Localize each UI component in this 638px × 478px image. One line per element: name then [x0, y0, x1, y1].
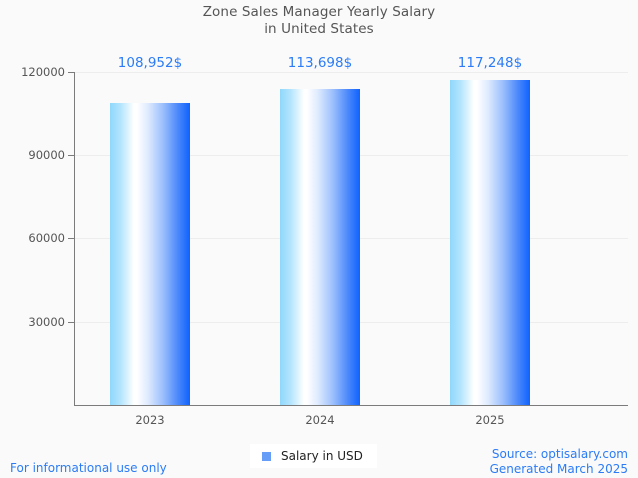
bar-2025[interactable]	[450, 80, 530, 405]
chart-title-line-2: in United States	[264, 21, 374, 37]
x-axis-line	[75, 405, 628, 406]
chart-title: Zone Sales Manager Yearly Salary in Unit…	[0, 4, 638, 38]
x-tick-label-2025: 2025	[475, 413, 505, 427]
source-text: Source: optisalary.com	[491, 447, 628, 461]
y-tick-mark-120000	[68, 72, 75, 73]
y-tick-label-120000: 120000	[21, 65, 65, 79]
y-tick-mark-90000	[68, 155, 75, 156]
bar-2024[interactable]	[280, 89, 360, 405]
y-tick-label-30000: 30000	[28, 315, 65, 329]
x-tick-label-2024: 2024	[305, 413, 335, 427]
legend-swatch-icon	[262, 451, 271, 461]
y-tick-mark-60000	[68, 238, 75, 239]
plot-area	[75, 72, 628, 405]
disclaimer-text: For informational use only	[10, 461, 167, 475]
bar-2023[interactable]	[110, 103, 190, 405]
chart-legend[interactable]: Salary in USD	[250, 444, 377, 468]
y-tick-mark-30000	[68, 322, 75, 323]
gridline-120000	[75, 72, 628, 73]
chart-title-line-1: Zone Sales Manager Yearly Salary	[202, 4, 436, 20]
y-tick-label-60000: 60000	[28, 231, 65, 245]
value-label-2025: 117,248$	[457, 55, 523, 71]
y-axis-line	[74, 72, 75, 406]
generated-date-text: Generated March 2025	[489, 462, 628, 476]
y-tick-label-90000: 90000	[28, 148, 65, 162]
legend-item-label: Salary in USD	[281, 449, 363, 463]
source-attribution: Source: optisalary.com Generated March 2…	[490, 447, 628, 477]
x-tick-label-2023: 2023	[135, 413, 165, 427]
value-label-2023: 108,952$	[117, 55, 183, 71]
value-label-2024: 113,698$	[287, 55, 353, 71]
